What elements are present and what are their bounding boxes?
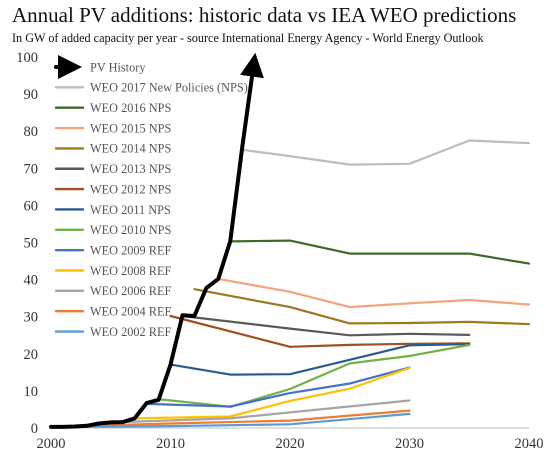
x-tick-label: 2040 <box>515 436 544 452</box>
y-tick-label: 10 <box>24 384 39 400</box>
legend-label: WEO 2016 NPS <box>90 101 171 115</box>
series-line-weo-2008-ref <box>133 366 411 420</box>
legend-label: WEO 2012 NPS <box>90 182 171 196</box>
series-line-weo-2006-ref <box>109 399 411 424</box>
series-line-weo-2004-ref <box>85 409 411 427</box>
series-line-weo-2015-nps <box>217 277 531 309</box>
legend: PV History WEO 2017 New Policies (NPS) WEO… <box>54 55 248 339</box>
legend-label: WEO 2013 NPS <box>90 162 171 176</box>
legend-label: WEO 2009 REF <box>90 243 171 257</box>
x-tick-label: 2030 <box>395 436 424 452</box>
y-tick-label: 30 <box>24 310 39 326</box>
series-line-weo-2009-ref <box>145 366 411 408</box>
legend-label: WEO 2017 New Policies (NPS) <box>90 81 248 95</box>
series-line-weo-2013-nps <box>181 314 471 337</box>
series-line-weo-2012-nps <box>169 314 471 348</box>
x-tick-label: 2010 <box>156 436 185 452</box>
series-line-weo-2014-nps <box>193 288 531 326</box>
series-line-weo-2016-nps <box>229 239 531 265</box>
legend-label: WEO 2002 REF <box>90 325 171 339</box>
series-line-weo-2002-ref <box>61 412 411 428</box>
legend-label: WEO 2014 NPS <box>90 142 171 156</box>
legend-label: WEO 2008 REF <box>90 264 171 278</box>
legend-label: WEO 2011 NPS <box>90 203 171 217</box>
y-tick-label: 70 <box>24 161 39 177</box>
legend-label: WEO 2004 REF <box>90 305 171 319</box>
legend-label: WEO 2006 REF <box>90 284 171 298</box>
y-tick-label: 60 <box>24 198 39 214</box>
y-tick-label: 0 <box>31 421 38 437</box>
series-line-weo-2017-new-policies-nps <box>241 139 531 166</box>
series-line-weo-2011-nps <box>169 343 471 376</box>
series-line-weo-2010-nps <box>157 343 471 408</box>
chart-title: Annual PV additions: historic data vs IE… <box>12 3 517 27</box>
x-tick-label: 2020 <box>276 436 305 452</box>
y-tick-label: 80 <box>24 124 39 140</box>
x-tick-label: 2000 <box>37 436 66 452</box>
y-tick-label: 90 <box>24 87 39 103</box>
legend-label: WEO 2015 NPS <box>90 121 171 135</box>
legend-label: PV History <box>90 60 146 74</box>
chart-subtitle: In GW of added capacity per year - sourc… <box>12 31 484 45</box>
y-tick-label: 20 <box>24 347 39 363</box>
series-lines <box>49 52 531 429</box>
y-tick-label: 40 <box>24 273 39 289</box>
y-tick-label: 100 <box>16 50 38 66</box>
series-line-pv-history <box>49 52 264 429</box>
legend-label: WEO 2010 NPS <box>90 223 171 237</box>
y-tick-label: 50 <box>24 236 39 252</box>
